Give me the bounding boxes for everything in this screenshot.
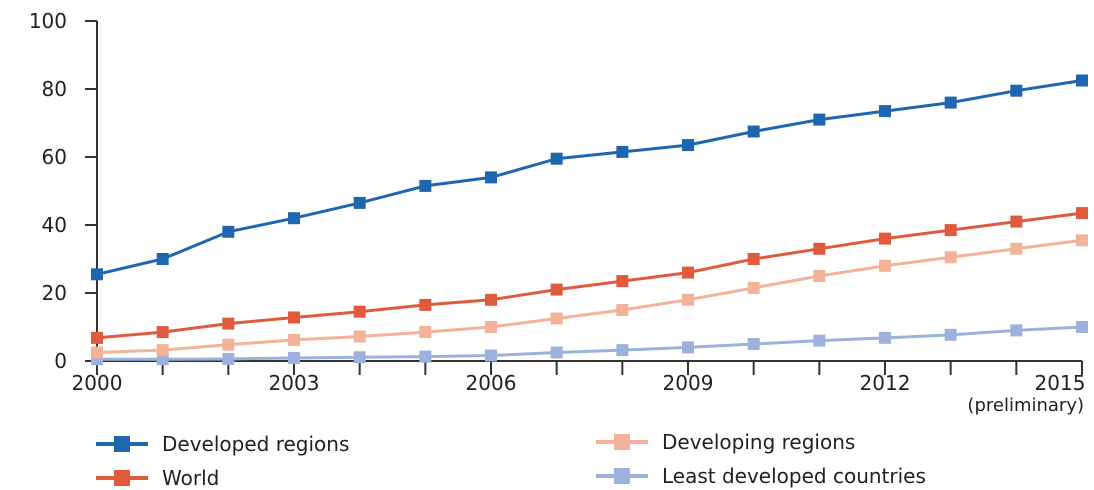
data-point <box>156 353 169 366</box>
x-tick-label: 2015 <box>1035 371 1086 395</box>
data-point <box>288 311 300 324</box>
data-point <box>944 328 957 341</box>
data-point <box>288 351 300 364</box>
data-point <box>944 251 957 264</box>
y-tick-label: 40 <box>42 213 67 237</box>
data-point <box>156 253 169 265</box>
data-point <box>616 344 629 357</box>
legend-item-developing: Developing regions <box>596 430 855 454</box>
y-tick-label: 60 <box>42 145 67 169</box>
data-point <box>1076 74 1088 87</box>
data-point <box>682 139 694 152</box>
series-line <box>97 325 1083 361</box>
data-point <box>813 113 826 126</box>
data-point <box>353 351 366 364</box>
data-point <box>485 321 497 333</box>
legend-label-least: Least developed countries <box>662 464 926 488</box>
legend-swatch-developed <box>96 436 148 452</box>
data-point <box>682 293 694 306</box>
legend-swatch-developing <box>596 434 648 450</box>
y-tick-label: 100 <box>29 9 67 33</box>
data-point <box>353 305 366 318</box>
data-point <box>288 212 300 225</box>
data-point <box>747 338 760 350</box>
x-tick-label: 2009 <box>663 371 714 395</box>
y-tick-label: 0 <box>54 349 67 373</box>
data-point <box>550 152 563 165</box>
data-point <box>288 333 300 346</box>
legend-item-world: World <box>96 466 219 490</box>
data-point <box>747 253 760 265</box>
data-point <box>222 225 235 238</box>
data-point <box>485 349 497 362</box>
series-world <box>91 207 1088 344</box>
data-point <box>91 331 103 344</box>
data-point <box>91 268 103 281</box>
data-point <box>879 331 891 344</box>
data-point <box>91 346 103 359</box>
data-point <box>813 242 826 255</box>
data-point <box>353 330 366 343</box>
series-layer <box>91 74 1088 366</box>
x-axis-note: (preliminary) <box>967 395 1084 416</box>
legend-swatch-world <box>96 470 148 486</box>
line-chart: 0 20 40 60 80 100 2000 2003 2006 2009 2012 2015(pre… <box>29 9 1088 416</box>
data-point <box>1076 234 1088 247</box>
x-tick-label: 2012 <box>860 371 911 395</box>
series-line <box>96 238 1083 354</box>
data-point <box>1010 84 1023 97</box>
x-tick-label: 2006 <box>466 371 517 395</box>
legend-label-developed: Developed regions <box>162 432 350 456</box>
x-tick-label: 2000 <box>72 371 123 395</box>
data-point <box>485 171 497 184</box>
series-developed-regions <box>91 74 1088 281</box>
data-point <box>1076 207 1088 220</box>
series-line <box>96 211 1083 340</box>
data-point <box>682 341 694 354</box>
x-tick-label: 2003 <box>269 371 320 395</box>
data-point <box>944 96 957 109</box>
series-line <box>96 79 1083 276</box>
data-point <box>419 350 432 363</box>
y-tick-label: 80 <box>42 77 67 101</box>
data-point <box>616 275 629 288</box>
data-point <box>1010 324 1023 337</box>
data-point <box>419 326 432 339</box>
data-point <box>1076 321 1088 333</box>
data-point <box>879 259 891 272</box>
data-point <box>682 266 694 279</box>
data-point <box>879 232 891 245</box>
legend-label-developing: Developing regions <box>662 430 856 454</box>
series-least-developed-countries <box>91 321 1088 366</box>
data-point <box>813 334 826 347</box>
data-point <box>222 317 235 330</box>
data-point <box>616 145 629 158</box>
data-point <box>353 196 366 209</box>
data-point <box>222 338 235 351</box>
data-point <box>485 293 497 306</box>
data-point <box>550 283 563 296</box>
data-point <box>156 344 169 357</box>
y-tick-label: 20 <box>42 281 67 305</box>
data-point <box>813 270 826 282</box>
legend-label-world: World <box>162 466 220 490</box>
data-point <box>1010 215 1023 228</box>
tick-labels: 0 20 40 60 80 100 2000 2003 2006 2009 2012 2015(pre… <box>29 9 1086 416</box>
legend-swatch-least <box>596 468 648 484</box>
legend-item-least: Least developed countries <box>596 464 926 488</box>
data-point <box>222 352 235 365</box>
series-developing-regions <box>91 234 1088 359</box>
data-point <box>879 105 891 118</box>
data-point <box>616 304 629 316</box>
data-point <box>419 179 432 192</box>
data-point <box>419 298 432 311</box>
data-point <box>550 346 563 359</box>
legend-item-developed: Developed regions <box>96 432 349 456</box>
data-point <box>747 281 760 294</box>
data-point <box>156 326 169 339</box>
data-point <box>747 125 760 138</box>
data-point <box>1010 242 1023 255</box>
data-point <box>944 224 957 237</box>
data-point <box>550 312 563 325</box>
